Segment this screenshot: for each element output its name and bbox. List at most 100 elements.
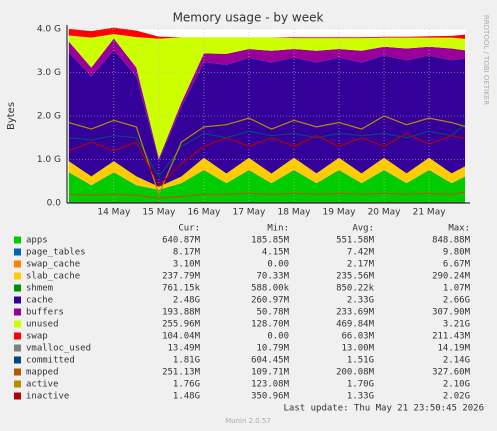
- stat-value: 193.88M: [162, 308, 201, 318]
- stat-value: 13.00M: [341, 344, 374, 354]
- stat-value: 9.80M: [443, 248, 471, 258]
- line: [68, 115, 466, 196]
- stat-value: 1.81G: [173, 356, 200, 366]
- stat-value: 10.79M: [256, 344, 289, 354]
- y-axis-label: Bytes: [6, 102, 17, 130]
- area: [68, 50, 466, 187]
- stat-value: 260.97M: [251, 296, 290, 306]
- line: [68, 132, 466, 187]
- stat-value: 4.15M: [262, 248, 290, 258]
- x-tick-label: 17 May: [232, 208, 266, 218]
- legend-label: page_tables: [26, 248, 86, 258]
- stat-value: 8.17M: [173, 248, 201, 258]
- y-tick-label: 4.0 G: [37, 25, 61, 35]
- legend-label: inactive: [26, 392, 69, 402]
- x-tick-label: 20 May: [368, 208, 402, 218]
- legend-swatch: [14, 368, 21, 376]
- legend-swatch: [14, 284, 21, 292]
- stat-value: 123.08M: [251, 380, 290, 390]
- y-tick-label: 2.0 G: [37, 112, 61, 122]
- legend-label: cache: [26, 296, 53, 306]
- legend-label: unused: [26, 320, 59, 330]
- x-tick-label: 16 May: [187, 208, 221, 218]
- stat-value: 200.08M: [336, 368, 375, 378]
- last-update: Last update: Thu May 21 23:50:45 2026: [284, 404, 484, 414]
- stat-value: 307.90M: [432, 308, 471, 318]
- x-tick-label: 18 May: [278, 208, 312, 218]
- stat-value: 469.84M: [336, 320, 375, 330]
- stat-value: 1.48G: [173, 392, 200, 402]
- stat-value: 761.15k: [162, 284, 201, 294]
- legend-label: committed: [26, 356, 75, 366]
- stat-value: 848.88M: [432, 236, 471, 246]
- legend-label: active: [26, 380, 59, 390]
- legend-swatch: [14, 260, 21, 268]
- area: [68, 170, 466, 203]
- legend-label: swap_cache: [26, 260, 80, 270]
- legend-label: vmalloc_used: [26, 344, 91, 354]
- stat-value: 233.69M: [336, 308, 375, 318]
- legend-swatch: [14, 296, 21, 304]
- stat-value: 640.87M: [162, 236, 201, 246]
- stat-value: 2.14G: [443, 356, 470, 366]
- stat-value: 7.42M: [347, 248, 375, 258]
- legend-swatch: [14, 236, 21, 244]
- area: [68, 38, 466, 161]
- stat-value: 2.17M: [347, 260, 375, 270]
- legend-label: shmem: [26, 284, 53, 294]
- stat-value: 1.70G: [347, 380, 374, 390]
- legend-label: swap: [26, 332, 48, 342]
- y-tick-label: 3.0 G: [37, 68, 61, 78]
- stat-value: 235.56M: [336, 272, 375, 282]
- x-tick-label: 19 May: [323, 208, 357, 218]
- legend-swatch: [14, 356, 21, 364]
- legend-swatch: [14, 320, 21, 328]
- stat-value: 850.22k: [336, 284, 375, 294]
- legend-swatch: [14, 248, 21, 256]
- side-text: RRDTOOL / TOBI OETIKER: [482, 15, 490, 105]
- stat-value: 70.33M: [256, 272, 289, 282]
- stat-value: 1.07M: [443, 284, 471, 294]
- stat-value: 3.10M: [173, 260, 201, 270]
- line: [68, 191, 466, 199]
- stat-value: 350.96M: [251, 392, 290, 402]
- y-tick-label: 1.0 G: [37, 155, 61, 165]
- legend-label: apps: [26, 236, 48, 246]
- stat-value: 290.24M: [432, 272, 471, 282]
- stat-value: 13.49M: [167, 344, 200, 354]
- stat-header: Avg:: [352, 224, 374, 234]
- stat-value: 66.03M: [341, 332, 374, 342]
- stat-value: 2.48G: [173, 296, 200, 306]
- stat-value: 604.45M: [251, 356, 290, 366]
- legend-swatch: [14, 392, 21, 400]
- stat-value: 6.67M: [443, 260, 471, 270]
- legend-swatch: [14, 380, 21, 388]
- stat-value: 50.78M: [256, 308, 289, 318]
- legend-label: buffers: [26, 308, 64, 318]
- legend-swatch: [14, 332, 21, 340]
- stat-value: 185.85M: [251, 236, 290, 246]
- stat-value: 237.79M: [162, 272, 201, 282]
- legend-label: mapped: [26, 368, 59, 378]
- stat-value: 255.96M: [162, 320, 201, 330]
- stat-value: 14.19M: [437, 344, 470, 354]
- stat-value: 2.66G: [443, 296, 470, 306]
- stat-value: 3.21G: [443, 320, 470, 330]
- stat-value: 327.60M: [432, 368, 471, 378]
- legend-label: slab_cache: [26, 272, 80, 282]
- x-tick-label: 14 May: [97, 208, 131, 218]
- stat-value: 551.58M: [336, 236, 375, 246]
- stat-value: 109.71M: [251, 368, 290, 378]
- stat-value: 2.10G: [443, 380, 470, 390]
- stat-header: Cur:: [178, 224, 200, 234]
- legend-swatch: [14, 272, 21, 280]
- stat-value: 1.33G: [347, 392, 374, 402]
- legend-swatch: [14, 344, 21, 352]
- x-tick-label: 15 May: [142, 208, 176, 218]
- stat-value: 104.04M: [162, 332, 201, 342]
- stat-value: 128.70M: [251, 320, 290, 330]
- stat-value: 2.02G: [443, 392, 470, 402]
- x-tick-label: 21 May: [413, 208, 447, 218]
- stat-value: 588.00k: [251, 284, 290, 294]
